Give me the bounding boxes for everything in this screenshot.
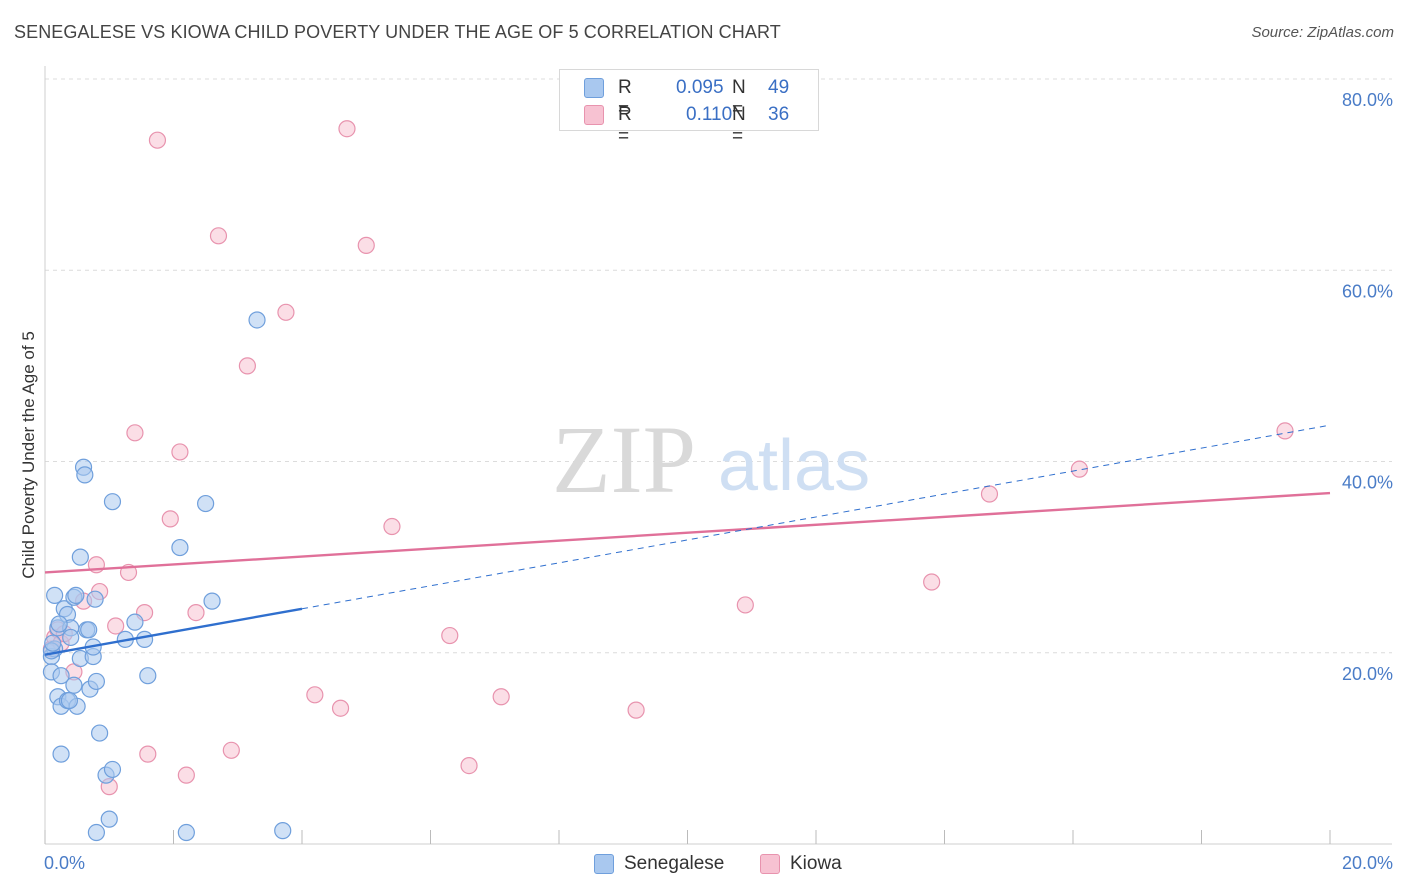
legend-r-value-kiowa: 0.110 [686, 104, 733, 125]
bottom-legend-label-kiowa: Kiowa [790, 853, 842, 874]
legend-r-label: R = [618, 77, 632, 120]
senegalese-point [52, 667, 70, 685]
watermark-atlas: atlas [718, 426, 870, 506]
legend-n-label: N = [732, 104, 746, 147]
kiowa-point [161, 510, 179, 528]
senegalese-point [87, 823, 106, 842]
senegalese-point [103, 760, 122, 779]
senegalese-point [44, 634, 62, 652]
senegalese-point [76, 466, 94, 484]
kiowa-point [492, 688, 510, 706]
kiowa-trend-line [44, 491, 1331, 574]
y-axis-label: Child Poverty Under the Age of 5 [19, 331, 38, 579]
senegalese-point [62, 628, 80, 647]
watermark: ZIP atlas [552, 406, 870, 513]
kiowa-point [1276, 422, 1294, 440]
legend-r-label: R = [618, 104, 632, 147]
senegalese-point [86, 590, 104, 608]
kiowa-point [627, 701, 645, 719]
senegalese-point [171, 538, 189, 557]
kiowa-point [331, 699, 350, 717]
senegalese-point [139, 667, 157, 685]
senegalese-point [67, 586, 85, 604]
kiowa-point [171, 443, 189, 461]
kiowa-point [139, 745, 157, 763]
senegalese-point [52, 745, 70, 763]
kiowa-point [736, 596, 754, 614]
senegalese-point [203, 592, 221, 610]
kiowa-point [383, 517, 401, 536]
senegalese-point [135, 630, 154, 648]
kiowa-point [441, 626, 459, 645]
kiowa-point [238, 357, 256, 375]
senegalese-trend-line [44, 607, 303, 656]
kiowa-point [306, 686, 324, 704]
senegalese-point [126, 613, 144, 631]
kiowa-point [148, 131, 167, 149]
senegalese-point [87, 672, 106, 691]
x-tick-label: 0.0% [44, 853, 85, 873]
legend-r-value-senegalese: 0.095 [676, 77, 724, 98]
legend-n-label: N = [732, 77, 746, 120]
senegalese-point [100, 810, 118, 828]
axis-layer: 20.0% 40.0% 60.0% 80.0% 0.0% 20.0% [44, 66, 1393, 873]
senegalese-point [248, 311, 266, 329]
watermark-zip: ZIP [552, 406, 696, 513]
senegalese-point [60, 691, 79, 710]
kiowa-point [107, 617, 125, 635]
kiowa-point [277, 303, 295, 321]
senegalese-point [46, 586, 64, 604]
senegalese-point [274, 822, 292, 840]
senegalese-trend-line-extension [301, 424, 1331, 610]
legend-n-value-senegalese: 49 [768, 77, 790, 98]
y-tick-label: 80.0% [1342, 90, 1393, 110]
kiowa-point [209, 227, 228, 245]
kiowa-point [923, 573, 941, 591]
kiowa-point [357, 236, 375, 254]
legend-swatch-kiowa [584, 105, 604, 125]
senegalese-point [80, 621, 98, 639]
y-tick-label: 20.0% [1342, 664, 1393, 684]
legend-swatch-senegalese [584, 78, 604, 98]
senegalese-point [103, 493, 122, 511]
trend-layer [44, 424, 1331, 656]
stats-legend: R = 0.095 N = 49 R = 0.110 N = 36 [559, 69, 819, 147]
kiowa-point [338, 120, 356, 138]
senegalese-point [197, 494, 215, 513]
kiowa-point [1070, 460, 1089, 478]
kiowa-point [980, 485, 999, 503]
senegalese-point [71, 548, 89, 566]
bottom-legend-swatch-senegalese [594, 854, 614, 874]
y-tick-label: 60.0% [1342, 281, 1393, 301]
kiowa-point [222, 741, 240, 759]
senegalese-point [177, 823, 195, 842]
senegalese-point [65, 676, 83, 694]
kiowa-point [460, 756, 478, 775]
legend-n-value-kiowa: 36 [768, 104, 790, 125]
x-tick-label: 20.0% [1342, 853, 1393, 873]
kiowa-point [187, 603, 205, 622]
source-label: Source: ZipAtlas.com [1251, 24, 1394, 41]
senegalese-point [50, 615, 68, 633]
bottom-legend-swatch-kiowa [760, 854, 780, 874]
y-tick-label: 40.0% [1342, 473, 1393, 493]
senegalese-point [91, 724, 109, 742]
bottom-legend-label-senegalese: Senegalese [624, 853, 725, 874]
kiowa-point [126, 424, 144, 442]
chart-title: SENEGALESE VS KIOWA CHILD POVERTY UNDER … [14, 22, 781, 42]
kiowa-point [177, 766, 195, 784]
grid-layer [45, 78, 1392, 654]
